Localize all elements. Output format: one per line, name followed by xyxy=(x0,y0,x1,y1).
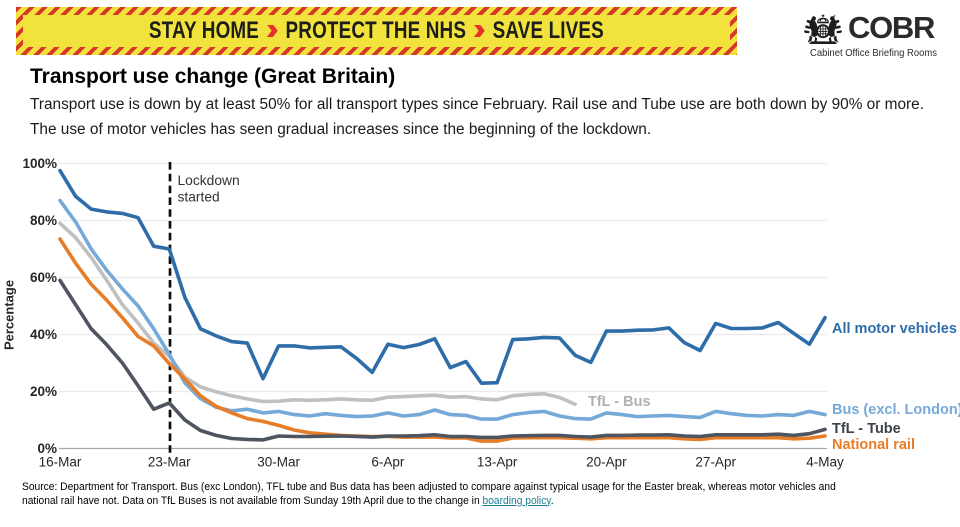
svg-text:National rail: National rail xyxy=(832,437,915,453)
svg-text:6-Apr: 6-Apr xyxy=(371,455,405,470)
svg-text:27-Apr: 27-Apr xyxy=(695,455,736,470)
svg-text:Bus (excl. London): Bus (excl. London) xyxy=(832,402,960,418)
svg-text:20%: 20% xyxy=(30,384,57,399)
svg-text:23-Mar: 23-Mar xyxy=(148,455,191,470)
svg-text:60%: 60% xyxy=(30,270,57,285)
svg-text:80%: 80% xyxy=(30,213,57,228)
svg-text:20-Apr: 20-Apr xyxy=(586,455,627,470)
svg-text:TfL - Tube: TfL - Tube xyxy=(832,421,901,437)
svg-text:started: started xyxy=(178,190,220,205)
svg-text:100%: 100% xyxy=(22,156,57,171)
svg-text:13-Apr: 13-Apr xyxy=(477,455,518,470)
svg-text:TfL - Bus: TfL - Bus xyxy=(588,394,651,410)
svg-text:0%: 0% xyxy=(37,441,57,456)
svg-text:Lockdown: Lockdown xyxy=(178,173,240,188)
svg-text:30-Mar: 30-Mar xyxy=(257,455,300,470)
svg-text:16-Mar: 16-Mar xyxy=(39,455,82,470)
svg-text:4-May: 4-May xyxy=(806,455,844,470)
svg-text:All motor vehicles: All motor vehicles xyxy=(832,321,957,337)
svg-text:40%: 40% xyxy=(30,327,57,342)
svg-text:Percentage: Percentage xyxy=(2,280,17,350)
